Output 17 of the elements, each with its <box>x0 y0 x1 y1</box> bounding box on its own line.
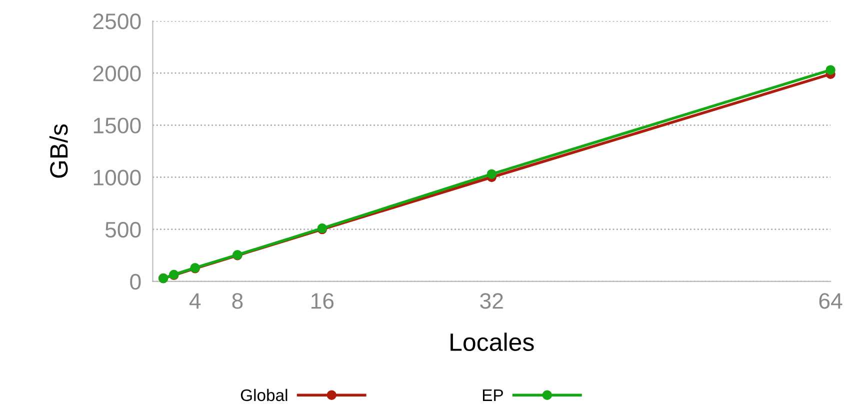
x-tick-label: 32 <box>480 293 503 309</box>
point <box>826 65 836 75</box>
y-tick-label: 2000 <box>93 66 141 82</box>
x-tick-label: 4 <box>189 293 201 309</box>
x-axis-title: Locales <box>450 332 534 352</box>
legend-label: Global <box>240 388 288 402</box>
x-tick-label: 64 <box>819 293 842 309</box>
y-tick-label: 1000 <box>94 170 141 186</box>
y-tick-label: 2500 <box>93 14 141 30</box>
y-tick-label: 500 <box>105 222 141 238</box>
y-axis-title: GB/s <box>49 124 68 178</box>
y-tick-label: 1500 <box>94 118 141 134</box>
legend-label: EP <box>482 389 503 401</box>
x-tick-label: 8 <box>232 293 243 309</box>
x-tick-label: 16 <box>312 293 334 309</box>
y-tick-label: 0 <box>130 274 141 290</box>
point <box>486 169 496 179</box>
